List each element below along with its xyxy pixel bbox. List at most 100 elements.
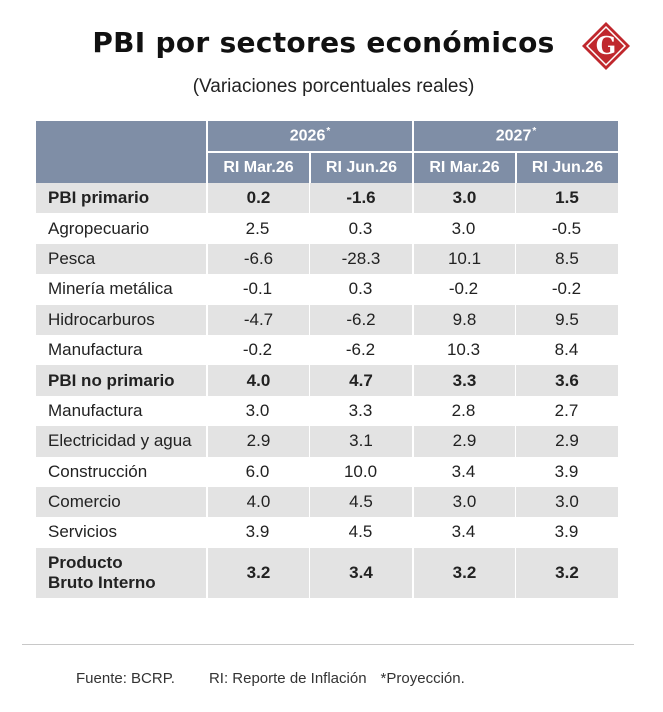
footer-ri-note: RI: Reporte de Inflación bbox=[208, 670, 367, 687]
table-row: Manufactura 3.0 3.3 2.8 2.7 bbox=[36, 396, 618, 426]
cell-value: -4.7 bbox=[206, 304, 309, 335]
cell-value: 4.0 bbox=[206, 365, 309, 396]
cell-value: -6.2 bbox=[309, 304, 412, 335]
cell-value: 9.5 bbox=[515, 304, 618, 335]
row-label: Agropecuario bbox=[48, 218, 150, 238]
cell-value: 6.0 bbox=[245, 461, 270, 481]
cell-value: 3.0 bbox=[451, 218, 476, 238]
cell-value: 3.4 bbox=[451, 461, 476, 481]
cell-value: 0.3 bbox=[348, 218, 373, 238]
cell-value: 2.9 bbox=[515, 426, 618, 457]
table-row: Hidrocarburos -4.7 -6.2 9.8 9.5 bbox=[36, 304, 618, 335]
cell-value: 3.3 bbox=[412, 365, 515, 396]
cell-value: 2.5 bbox=[245, 218, 270, 238]
column-header: RI Jun.26 bbox=[309, 153, 412, 183]
cell-value: 2.9 bbox=[412, 426, 515, 457]
table-row: Comercio 4.0 4.5 3.0 3.0 bbox=[36, 486, 618, 518]
total-label-line2: Bruto Interno bbox=[48, 572, 156, 592]
row-label: Construcción bbox=[48, 461, 148, 481]
brand-logo: G bbox=[582, 22, 630, 70]
year-mark: * bbox=[532, 126, 537, 138]
cell-value: 1.5 bbox=[515, 183, 618, 214]
cell-value: 0.3 bbox=[348, 279, 373, 299]
column-header: RI Mar.26 bbox=[412, 153, 515, 183]
cell-value: 3.9 bbox=[554, 461, 579, 481]
table-row: Minería metálica -0.1 0.3 -0.2 -0.2 bbox=[36, 274, 618, 304]
cell-value: -0.5 bbox=[551, 218, 582, 238]
row-label: Electricidad y agua bbox=[36, 426, 206, 457]
cell-value: -28.3 bbox=[309, 243, 412, 275]
footer-notes: Fuente: BCRP. RI: Reporte de Inflación *Pr… bbox=[76, 670, 465, 687]
cell-value: 10.3 bbox=[446, 340, 481, 360]
row-label: PBI no primario bbox=[36, 365, 206, 396]
total-row: Producto Bruto Interno 3.2 3.4 3.2 3.2 bbox=[36, 547, 618, 598]
cell-value: 3.6 bbox=[515, 365, 618, 396]
cell-value: 3.3 bbox=[348, 400, 373, 420]
title-text: PBI por sectores económicos bbox=[92, 26, 555, 59]
total-label-line1: Producto bbox=[48, 552, 123, 572]
cell-value: 4.7 bbox=[309, 365, 412, 396]
row-label: Minería metálica bbox=[48, 279, 173, 299]
table-row: PBI primario 0.2 -1.6 3.0 1.5 bbox=[36, 183, 618, 214]
cell-value: 2.9 bbox=[206, 426, 309, 457]
cell-value: -6.2 bbox=[345, 340, 376, 360]
cell-value: 10.1 bbox=[412, 243, 515, 275]
cell-value: 0.2 bbox=[206, 183, 309, 214]
cell-value: 4.5 bbox=[348, 522, 373, 542]
logo-letter: G bbox=[596, 31, 617, 60]
cell-value: 8.5 bbox=[515, 243, 618, 275]
cell-value: -0.2 bbox=[448, 279, 479, 299]
table-row: Electricidad y agua 2.9 3.1 2.9 2.9 bbox=[36, 426, 618, 457]
subtitle: (Variaciones porcentuales reales) bbox=[192, 76, 475, 97]
row-label: Manufactura bbox=[48, 400, 143, 420]
cell-value: 3.4 bbox=[451, 522, 476, 542]
cell-value: -0.2 bbox=[551, 279, 582, 299]
cell-value: 3.2 bbox=[412, 547, 515, 598]
footer-projection-note: *Proyección. bbox=[380, 670, 465, 687]
header-corner bbox=[36, 121, 206, 183]
page-title: PBI por sectores económicos bbox=[0, 26, 663, 59]
cell-value: 3.1 bbox=[309, 426, 412, 457]
row-label: Manufactura bbox=[48, 340, 143, 360]
year-header: 2027* bbox=[412, 121, 618, 153]
cell-value: -1.6 bbox=[309, 183, 412, 214]
year-mark: * bbox=[326, 126, 331, 138]
table-row: Pesca -6.6 -28.3 10.1 8.5 bbox=[36, 243, 618, 275]
cell-value: 3.4 bbox=[309, 547, 412, 598]
cell-value: 10.0 bbox=[343, 461, 378, 481]
cell-value: 3.2 bbox=[515, 547, 618, 598]
cell-value: 8.4 bbox=[554, 340, 579, 360]
column-header: RI Mar.26 bbox=[206, 153, 309, 183]
year-label: 2027 bbox=[495, 127, 532, 145]
row-label: Hidrocarburos bbox=[36, 304, 206, 335]
cell-value: 3.0 bbox=[412, 183, 515, 214]
cell-value: 2.7 bbox=[554, 400, 579, 420]
footer-source: Fuente: BCRP. bbox=[76, 670, 175, 687]
year-label: 2026 bbox=[289, 127, 326, 145]
row-label: PBI primario bbox=[36, 183, 206, 214]
cell-value: 2.8 bbox=[451, 400, 476, 420]
cell-value: 3.2 bbox=[206, 547, 309, 598]
footer-divider bbox=[22, 644, 634, 645]
cell-value: 4.0 bbox=[206, 486, 309, 518]
cell-value: 4.5 bbox=[309, 486, 412, 518]
cell-value: 3.0 bbox=[245, 400, 270, 420]
row-label: Comercio bbox=[36, 486, 206, 518]
cell-value: 3.9 bbox=[554, 522, 579, 542]
cell-value: 3.9 bbox=[245, 522, 270, 542]
total-label: Producto Bruto Interno bbox=[36, 547, 206, 598]
cell-value: -0.1 bbox=[242, 279, 273, 299]
sector-table: 2026* 2027* RI Mar.26 RI Jun.26 RI Mar.2… bbox=[36, 121, 618, 598]
row-label: Servicios bbox=[48, 522, 117, 542]
cell-value: 3.0 bbox=[412, 486, 515, 518]
cell-value: -6.6 bbox=[206, 243, 309, 275]
table-row: Servicios 3.9 4.5 3.4 3.9 bbox=[36, 517, 618, 547]
cell-value: 9.8 bbox=[412, 304, 515, 335]
column-header: RI Jun.26 bbox=[515, 153, 618, 183]
table-row: Manufactura -0.2 -6.2 10.3 8.4 bbox=[36, 335, 618, 365]
table-row: PBI no primario 4.0 4.7 3.3 3.6 bbox=[36, 365, 618, 396]
cell-value: -0.2 bbox=[242, 340, 273, 360]
cell-value: 3.0 bbox=[515, 486, 618, 518]
year-header: 2026* bbox=[206, 121, 412, 153]
row-label: Pesca bbox=[36, 243, 206, 275]
